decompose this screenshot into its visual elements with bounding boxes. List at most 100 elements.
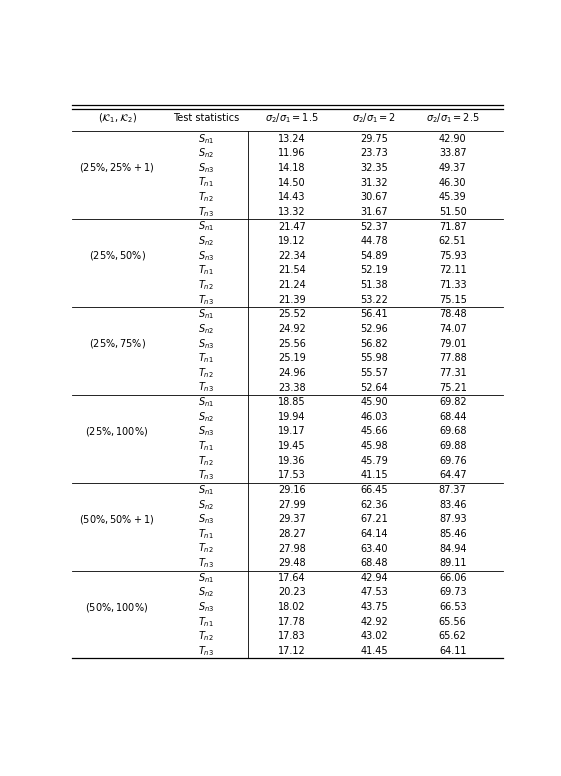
Text: $S_{n1}$: $S_{n1}$ [197,571,214,585]
Text: 19.12: 19.12 [278,236,306,246]
Text: 87.93: 87.93 [439,514,467,525]
Text: 72.11: 72.11 [439,265,467,275]
Text: 29.37: 29.37 [278,514,306,525]
Text: $S_{n3}$: $S_{n3}$ [197,424,214,438]
Text: 78.48: 78.48 [439,310,467,320]
Text: 77.31: 77.31 [439,368,467,378]
Text: 79.01: 79.01 [439,338,467,348]
Text: 42.92: 42.92 [361,617,388,627]
Text: 46.03: 46.03 [361,412,388,422]
Text: $T_{n3}$: $T_{n3}$ [197,205,214,219]
Text: 21.54: 21.54 [278,265,306,275]
Text: 55.57: 55.57 [361,368,388,378]
Text: $T_{n1}$: $T_{n1}$ [198,175,214,189]
Text: 18.85: 18.85 [278,397,306,407]
Text: $T_{n2}$: $T_{n2}$ [198,629,214,643]
Text: $S_{n1}$: $S_{n1}$ [197,395,214,409]
Text: 64.14: 64.14 [361,529,388,539]
Text: 25.56: 25.56 [278,338,306,348]
Text: 17.12: 17.12 [278,646,306,656]
Text: $S_{n2}$: $S_{n2}$ [197,234,214,248]
Text: $T_{n1}$: $T_{n1}$ [198,352,214,365]
Text: $S_{n1}$: $S_{n1}$ [197,132,214,146]
Text: 45.90: 45.90 [361,397,388,407]
Text: 69.88: 69.88 [439,441,467,451]
Text: 14.43: 14.43 [278,192,306,203]
Text: 14.18: 14.18 [278,163,306,173]
Text: $S_{n3}$: $S_{n3}$ [197,249,214,263]
Text: $T_{n2}$: $T_{n2}$ [198,454,214,468]
Text: 52.64: 52.64 [361,383,388,393]
Text: 75.15: 75.15 [439,295,467,305]
Text: $S_{n2}$: $S_{n2}$ [197,322,214,336]
Text: 51.50: 51.50 [439,207,467,217]
Text: $T_{n1}$: $T_{n1}$ [198,615,214,629]
Text: 13.32: 13.32 [278,207,306,217]
Text: $(25\%, 75\%)$: $(25\%, 75\%)$ [89,337,146,350]
Text: 65.56: 65.56 [439,617,467,627]
Text: $(25\%, 25\%+1)$: $(25\%, 25\%+1)$ [80,161,155,175]
Text: $S_{n3}$: $S_{n3}$ [197,601,214,614]
Text: 42.94: 42.94 [361,573,388,583]
Text: 67.21: 67.21 [361,514,388,525]
Text: 53.22: 53.22 [361,295,388,305]
Text: 45.39: 45.39 [439,192,467,203]
Text: 51.38: 51.38 [361,280,388,290]
Text: 85.46: 85.46 [439,529,467,539]
Text: 75.21: 75.21 [439,383,467,393]
Text: 43.75: 43.75 [361,602,388,612]
Text: 74.07: 74.07 [439,324,467,334]
Text: 87.37: 87.37 [439,485,467,495]
Text: $S_{n2}$: $S_{n2}$ [197,497,214,511]
Text: 19.17: 19.17 [278,427,306,436]
Text: 64.11: 64.11 [439,646,467,656]
Text: 55.98: 55.98 [361,353,388,363]
Text: 11.96: 11.96 [278,148,306,158]
Text: 52.37: 52.37 [361,221,388,231]
Text: 45.66: 45.66 [361,427,388,436]
Text: 49.37: 49.37 [439,163,467,173]
Text: 69.76: 69.76 [439,456,467,466]
Text: $\sigma_2/\sigma_1 = 1.5$: $\sigma_2/\sigma_1 = 1.5$ [265,111,319,125]
Text: 77.88: 77.88 [439,353,467,363]
Text: 31.67: 31.67 [361,207,388,217]
Text: $S_{n2}$: $S_{n2}$ [197,147,214,160]
Text: 56.82: 56.82 [361,338,388,348]
Text: 69.82: 69.82 [439,397,467,407]
Text: $(50\%, 50\%+1)$: $(50\%, 50\%+1)$ [80,513,155,526]
Text: 23.38: 23.38 [278,383,306,393]
Text: 68.48: 68.48 [361,558,388,568]
Text: 62.51: 62.51 [439,236,467,246]
Text: $S_{n2}$: $S_{n2}$ [197,586,214,599]
Text: 17.53: 17.53 [278,470,306,480]
Text: $T_{n2}$: $T_{n2}$ [198,542,214,556]
Text: $T_{n2}$: $T_{n2}$ [198,366,214,379]
Text: 32.35: 32.35 [361,163,388,173]
Text: 22.34: 22.34 [278,251,306,261]
Text: 20.23: 20.23 [278,587,306,598]
Text: 23.73: 23.73 [361,148,388,158]
Text: $T_{n3}$: $T_{n3}$ [197,469,214,482]
Text: 68.44: 68.44 [439,412,467,422]
Text: 63.40: 63.40 [361,543,388,553]
Text: 66.53: 66.53 [439,602,467,612]
Text: 84.94: 84.94 [439,543,467,553]
Text: 17.64: 17.64 [278,573,306,583]
Text: 30.67: 30.67 [361,192,388,203]
Text: 66.06: 66.06 [439,573,467,583]
Text: 17.78: 17.78 [278,617,306,627]
Text: 28.27: 28.27 [278,529,306,539]
Text: $S_{n1}$: $S_{n1}$ [197,483,214,497]
Text: 65.62: 65.62 [439,632,467,642]
Text: $S_{n3}$: $S_{n3}$ [197,337,214,351]
Text: 18.02: 18.02 [278,602,306,612]
Text: 43.02: 43.02 [361,632,388,642]
Text: $T_{n1}$: $T_{n1}$ [198,439,214,453]
Text: 14.50: 14.50 [278,178,306,188]
Text: $T_{n2}$: $T_{n2}$ [198,278,214,292]
Text: 71.33: 71.33 [439,280,467,290]
Text: $\sigma_2/\sigma_1 = 2$: $\sigma_2/\sigma_1 = 2$ [352,111,397,125]
Text: 24.96: 24.96 [278,368,306,378]
Text: 19.36: 19.36 [278,456,306,466]
Text: 41.45: 41.45 [361,646,388,656]
